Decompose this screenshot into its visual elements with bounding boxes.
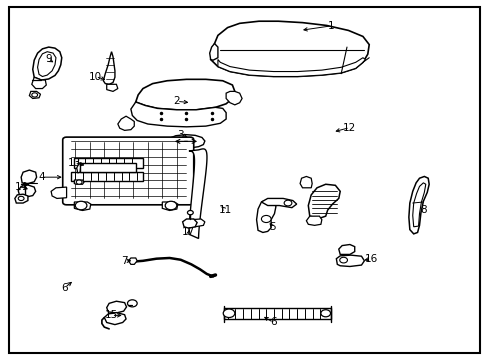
Polygon shape: [338, 244, 354, 255]
Polygon shape: [106, 84, 118, 91]
Text: 15: 15: [105, 310, 118, 320]
Text: 5: 5: [269, 222, 275, 232]
Polygon shape: [167, 135, 204, 148]
Polygon shape: [33, 47, 61, 80]
Circle shape: [320, 310, 330, 317]
Polygon shape: [128, 258, 137, 264]
Polygon shape: [412, 183, 425, 227]
Circle shape: [261, 215, 270, 222]
Polygon shape: [18, 185, 36, 197]
Polygon shape: [104, 312, 126, 325]
Circle shape: [76, 180, 82, 184]
FancyBboxPatch shape: [80, 163, 136, 172]
Polygon shape: [182, 219, 197, 228]
Text: 7: 7: [121, 256, 128, 266]
Text: 6: 6: [270, 318, 276, 328]
Circle shape: [32, 93, 38, 97]
Polygon shape: [103, 52, 115, 84]
Text: 16: 16: [364, 254, 377, 264]
Polygon shape: [261, 198, 296, 208]
Polygon shape: [38, 52, 56, 77]
Polygon shape: [300, 176, 311, 188]
FancyBboxPatch shape: [224, 308, 330, 319]
Polygon shape: [136, 79, 234, 110]
Circle shape: [75, 201, 87, 210]
Text: 11: 11: [218, 205, 231, 215]
Polygon shape: [408, 176, 428, 234]
Circle shape: [127, 300, 137, 307]
Polygon shape: [21, 170, 37, 184]
Polygon shape: [131, 102, 225, 127]
Circle shape: [165, 201, 177, 210]
Polygon shape: [187, 219, 204, 227]
Polygon shape: [29, 91, 41, 99]
Polygon shape: [209, 44, 218, 60]
Text: 4: 4: [38, 172, 45, 182]
Text: 3: 3: [177, 130, 183, 140]
FancyBboxPatch shape: [74, 158, 142, 168]
Text: 10: 10: [89, 72, 102, 81]
Text: 1: 1: [327, 21, 334, 31]
Text: 14: 14: [15, 182, 28, 192]
Circle shape: [187, 211, 193, 215]
Circle shape: [284, 200, 291, 206]
Polygon shape: [336, 255, 364, 266]
Circle shape: [339, 257, 347, 263]
Text: 6: 6: [61, 283, 68, 293]
Polygon shape: [74, 202, 91, 211]
Polygon shape: [51, 187, 66, 198]
Polygon shape: [74, 180, 84, 184]
Text: 17: 17: [182, 228, 195, 238]
Text: 8: 8: [419, 205, 426, 215]
Polygon shape: [106, 301, 126, 313]
Polygon shape: [218, 58, 365, 77]
Polygon shape: [308, 184, 340, 218]
Polygon shape: [77, 163, 81, 173]
Polygon shape: [210, 21, 368, 77]
Polygon shape: [118, 116, 134, 130]
Text: 12: 12: [343, 122, 356, 132]
Polygon shape: [188, 149, 206, 238]
Circle shape: [223, 309, 234, 318]
Polygon shape: [15, 194, 28, 203]
FancyBboxPatch shape: [71, 172, 142, 181]
Polygon shape: [256, 199, 275, 233]
FancyBboxPatch shape: [62, 137, 193, 205]
Text: 2: 2: [173, 96, 180, 106]
Circle shape: [18, 196, 24, 201]
Polygon shape: [32, 77, 46, 89]
Polygon shape: [306, 216, 321, 225]
Text: 9: 9: [45, 54, 52, 64]
Text: 13: 13: [67, 158, 81, 168]
Polygon shape: [225, 91, 242, 105]
Polygon shape: [162, 202, 178, 211]
